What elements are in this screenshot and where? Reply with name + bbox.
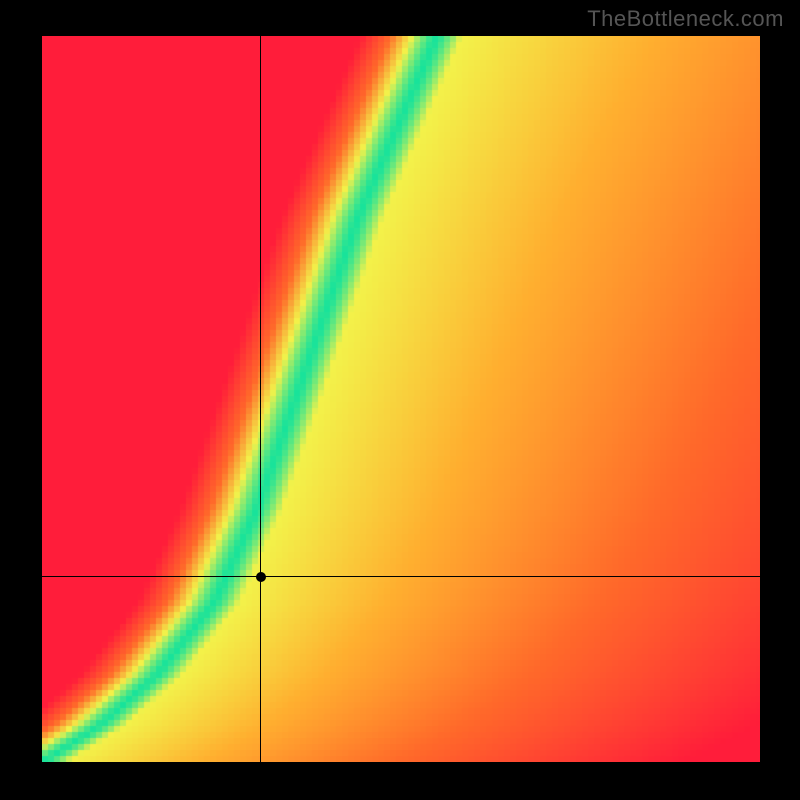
crosshair-vertical	[260, 36, 261, 762]
watermark-text: TheBottleneck.com	[587, 6, 784, 32]
crosshair-horizontal	[42, 576, 760, 577]
heatmap-canvas	[42, 36, 760, 762]
crosshair-marker	[256, 572, 266, 582]
